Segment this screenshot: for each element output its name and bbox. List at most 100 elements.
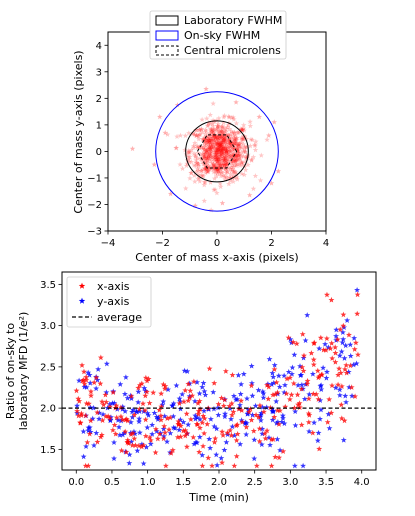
top-star-point [214, 139, 220, 145]
top-star-point [213, 151, 219, 158]
top-star-point [207, 179, 214, 185]
top-star-point [210, 163, 216, 170]
x-axis-star-point [274, 407, 281, 413]
y-axis-star-point [185, 421, 192, 428]
x-axis-star-point [111, 421, 118, 428]
top-star-point [218, 131, 225, 137]
x-axis-star-point [118, 413, 124, 420]
top-star-point [236, 154, 243, 161]
x-axis-star-point [347, 362, 354, 369]
y-axis-star-point [237, 441, 244, 447]
top-star-point [193, 157, 199, 163]
y-axis-star-point [281, 372, 288, 379]
y-axis-star-point [136, 408, 143, 414]
top-star-point [216, 162, 223, 168]
top-star-point [231, 151, 237, 158]
bottom-y-tick-label: 1.5 [40, 445, 56, 456]
top-star-point [213, 167, 220, 173]
y-axis-star-point [274, 419, 281, 425]
top-star-point [223, 145, 229, 151]
top-y-tick-label: 1 [96, 120, 102, 131]
x-axis-star-point [246, 408, 252, 415]
top-star-point [210, 133, 216, 139]
top-star-point [236, 143, 243, 149]
top-star-point [195, 150, 201, 156]
top-star-point [215, 164, 222, 170]
top-star-point [234, 153, 241, 160]
top-star-point [191, 162, 197, 168]
top-star-point [202, 154, 208, 160]
x-axis-star-point [343, 362, 350, 368]
y-axis-star-point [301, 395, 308, 402]
top-star-point [213, 147, 219, 153]
y-axis-star-point [275, 372, 282, 379]
top-star-point [213, 117, 220, 123]
x-axis-star-point [183, 443, 190, 450]
top-star-point [238, 159, 245, 165]
top-star-point [223, 154, 229, 160]
x-axis-star-point [94, 409, 101, 416]
x-axis-star-point [195, 400, 201, 406]
top-star-point [206, 165, 213, 172]
top-star-point [228, 160, 235, 166]
top-star-point [224, 152, 231, 158]
top-star-point [221, 160, 228, 167]
x-axis-star-point [204, 421, 211, 427]
top-star-point [195, 167, 202, 174]
top-star-point [224, 158, 230, 164]
top-star-point [238, 149, 245, 155]
top-star-point [218, 140, 224, 147]
top-star-point [206, 134, 212, 141]
top-star-point [193, 132, 200, 138]
x-axis-star-point [113, 402, 120, 409]
top-star-point [246, 192, 253, 198]
top-star-point [230, 164, 237, 170]
top-star-point [201, 153, 208, 159]
x-axis-star-point [186, 394, 193, 401]
x-axis-star-point [123, 449, 130, 455]
top-star-point [214, 159, 221, 165]
x-axis-star-point [143, 388, 150, 395]
x-axis-star-point [229, 371, 236, 378]
top-star-point [212, 134, 219, 140]
top-star-point [238, 140, 244, 146]
x-axis-star-point [256, 438, 263, 444]
top-star-point [205, 138, 212, 144]
top-star-point [204, 147, 210, 153]
y-axis-star-point [339, 339, 346, 346]
top-star-point [243, 154, 249, 160]
y-axis-star-point [259, 388, 266, 395]
top-star-point [218, 137, 225, 143]
central-microlens-hexagon [196, 134, 238, 169]
top-star-point [227, 177, 234, 184]
top-star-point [226, 114, 233, 120]
top-star-point [250, 154, 257, 160]
top-star-point [231, 136, 238, 142]
top-star-point [216, 166, 222, 172]
top-star-point [228, 141, 234, 147]
top-star-point [216, 148, 223, 154]
top-star-point [222, 138, 229, 144]
top-star-point [191, 150, 197, 156]
x-axis-star-point [147, 437, 154, 443]
x-axis-star-point [222, 368, 229, 374]
top-star-point [233, 171, 240, 177]
top-star-point [208, 137, 215, 143]
y-axis-star-point [215, 411, 222, 418]
bottom-x-tick-label: 4.0 [354, 477, 370, 488]
top-star-point [221, 154, 227, 161]
y-axis-star-point [90, 404, 97, 411]
top-star-point [242, 167, 249, 173]
x-axis-star-point [212, 435, 219, 442]
top-star-point [268, 180, 275, 186]
y-axis-star-point [347, 341, 354, 348]
top-star-point [206, 146, 212, 152]
x-axis-star-point [73, 387, 80, 394]
x-axis-star-point [277, 407, 283, 414]
y-axis-star-point [122, 374, 129, 380]
y-axis-star-point [114, 406, 121, 412]
x-axis-star-point [122, 428, 129, 435]
y-axis-star-point [249, 412, 256, 418]
top-star-point [215, 158, 222, 164]
x-axis-star-point [162, 462, 169, 469]
